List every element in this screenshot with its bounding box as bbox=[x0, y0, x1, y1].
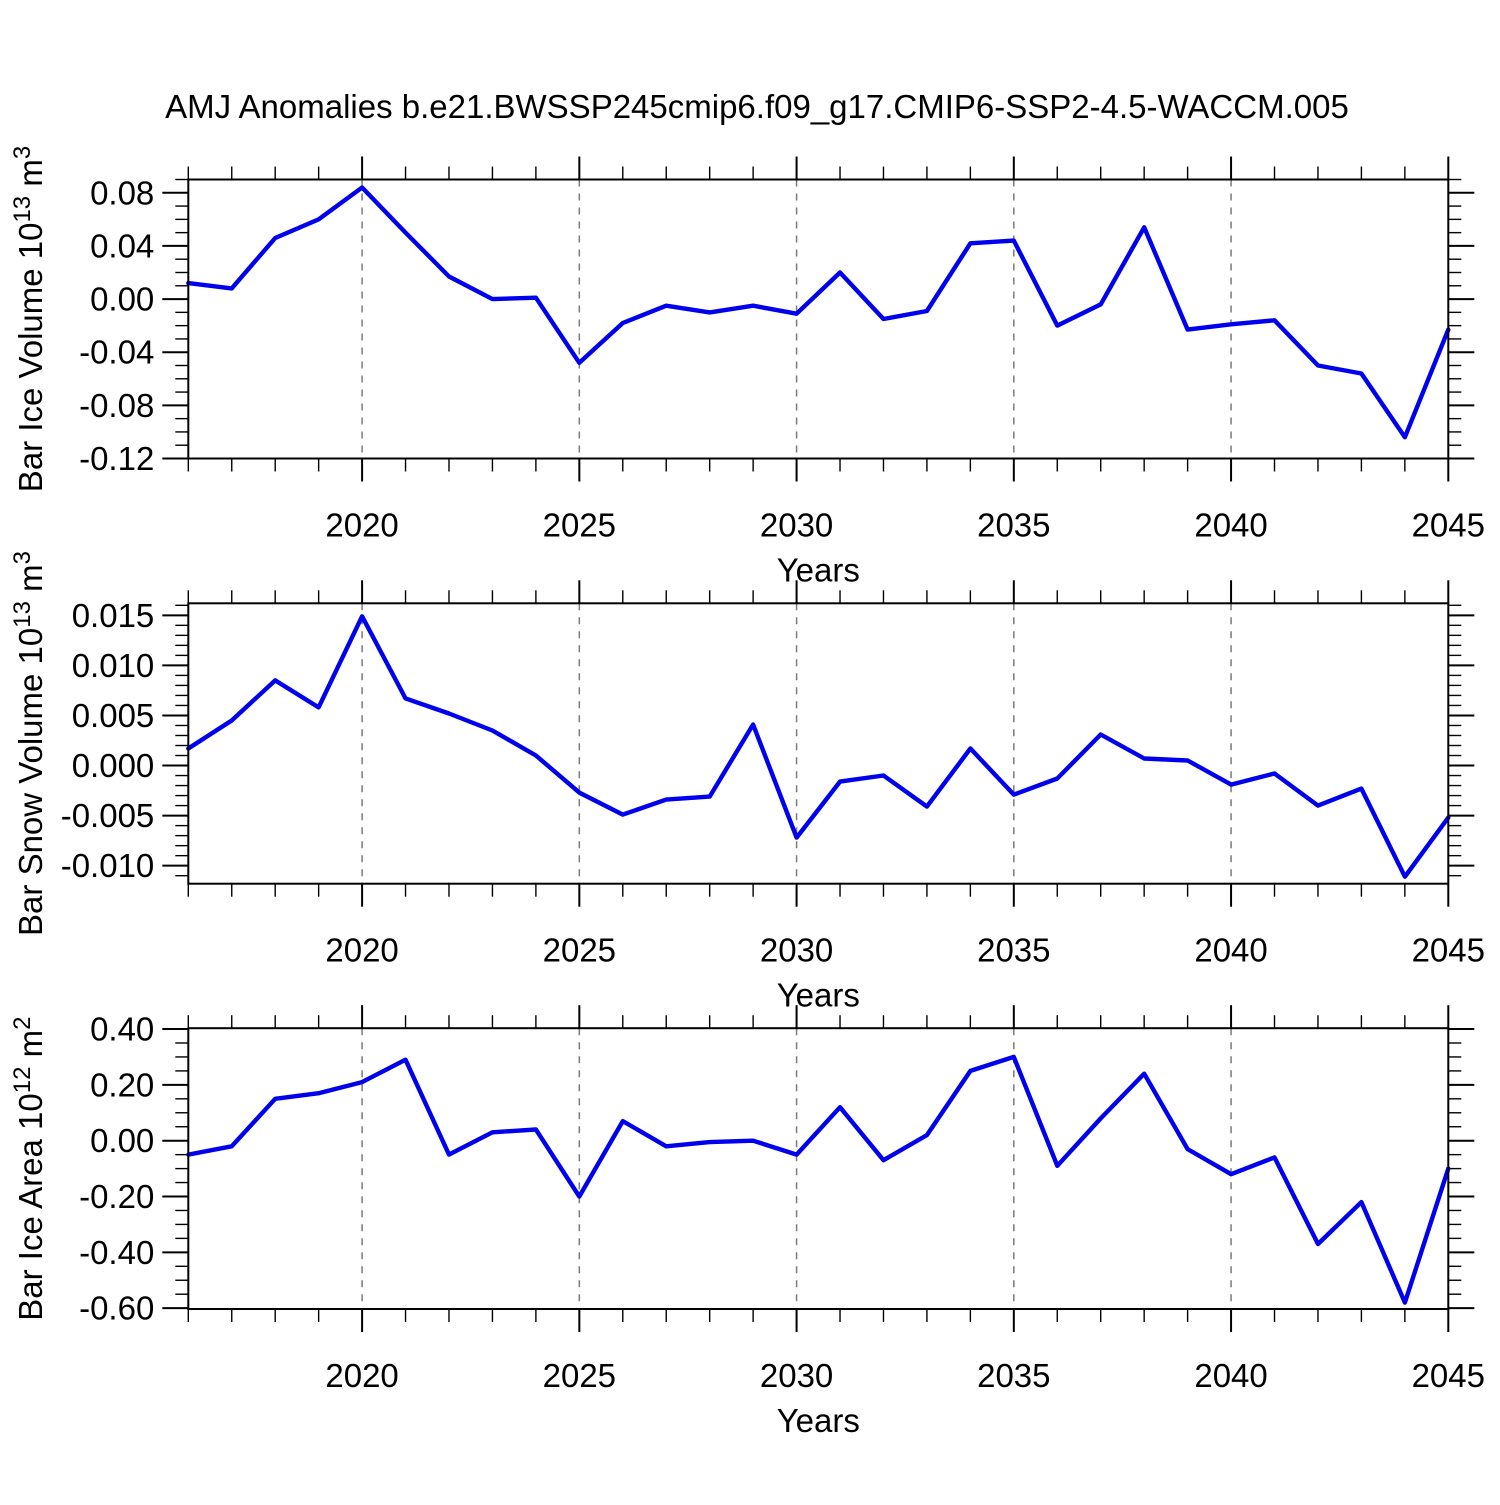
y-tick-label: -0.40 bbox=[79, 1234, 154, 1271]
bar-ice-area-line bbox=[186, 1054, 1451, 1305]
panel-bar-snow-volume: 2020 2025 2030 2035 2040 2045 Years 0.015 0.010 0… bbox=[9, 551, 1485, 1014]
bar-snow-volume-line bbox=[186, 614, 1451, 879]
x-tick-label: 2030 bbox=[760, 507, 833, 544]
chart-title: AMJ Anomalies b.e21.BWSSP245cmip6.f09_g1… bbox=[165, 88, 1349, 125]
y-tick-label: -0.08 bbox=[79, 387, 154, 424]
bar-ice-volume-line bbox=[186, 185, 1451, 440]
panel-bar-ice-volume: 2020 2025 2030 2035 2040 2045 Years 0.08 0.04 0.0… bbox=[9, 146, 1485, 589]
x-axis-title: Years bbox=[777, 552, 860, 589]
x-tick-label: 2025 bbox=[543, 932, 616, 969]
y-tick-label: 0.40 bbox=[90, 1011, 154, 1048]
x-tick-label: 2040 bbox=[1194, 507, 1267, 544]
x-tick-label: 2040 bbox=[1194, 1357, 1267, 1394]
y-tick-label: -0.12 bbox=[79, 440, 154, 477]
plot-box bbox=[187, 1027, 1450, 1310]
x-tick-label: 2045 bbox=[1412, 932, 1485, 969]
y-tick-label: -0.04 bbox=[79, 334, 154, 371]
y-tick-label: -0.60 bbox=[79, 1290, 154, 1327]
y-tick-label: -0.20 bbox=[79, 1178, 154, 1215]
x-tick-label: 2030 bbox=[760, 932, 833, 969]
y-tick-label: 0.04 bbox=[90, 227, 154, 264]
y-axis-title: Bar Ice Area 1012 m2 bbox=[9, 1016, 49, 1320]
x-tick-label: 2020 bbox=[325, 932, 398, 969]
y-tick-label: -0.010 bbox=[61, 847, 155, 884]
y-tick-label: 0.010 bbox=[72, 647, 155, 684]
y-tick-label: 0.005 bbox=[72, 697, 155, 734]
x-tick-label: 2040 bbox=[1194, 932, 1267, 969]
y-tick-label: 0.00 bbox=[90, 1122, 154, 1159]
x-tick-label: 2030 bbox=[760, 1357, 833, 1394]
x-tick-label: 2025 bbox=[543, 1357, 616, 1394]
y-tick-label: 0.015 bbox=[72, 597, 155, 634]
y-tick-label: 0.20 bbox=[90, 1066, 154, 1103]
x-tick-label: 2045 bbox=[1412, 507, 1485, 544]
y-tick-label: -0.005 bbox=[61, 797, 155, 834]
x-axis-title: Years bbox=[777, 1402, 860, 1439]
y-tick-label: 0.08 bbox=[90, 174, 154, 211]
x-tick-label: 2035 bbox=[977, 1357, 1050, 1394]
y-axis-title: Bar Ice Volume 1013 m3 bbox=[9, 146, 49, 492]
y-axis-title: Bar Snow Volume 1013 m3 bbox=[9, 551, 49, 936]
x-tick-label: 2035 bbox=[977, 932, 1050, 969]
panel-bar-ice-area: 2020 2025 2030 2035 2040 2045 Years 0.40 0.20 0.0… bbox=[9, 1005, 1485, 1439]
x-tick-label: 2020 bbox=[325, 507, 398, 544]
plot-box bbox=[187, 602, 1450, 885]
x-axis-title: Years bbox=[777, 977, 860, 1014]
plot-box bbox=[187, 178, 1450, 460]
y-tick-label: 0.000 bbox=[72, 747, 155, 784]
x-tick-label: 2020 bbox=[325, 1357, 398, 1394]
x-tick-label: 2035 bbox=[977, 507, 1050, 544]
x-tick-label: 2025 bbox=[543, 507, 616, 544]
x-tick-label: 2045 bbox=[1412, 1357, 1485, 1394]
y-tick-label: 0.00 bbox=[90, 281, 154, 318]
